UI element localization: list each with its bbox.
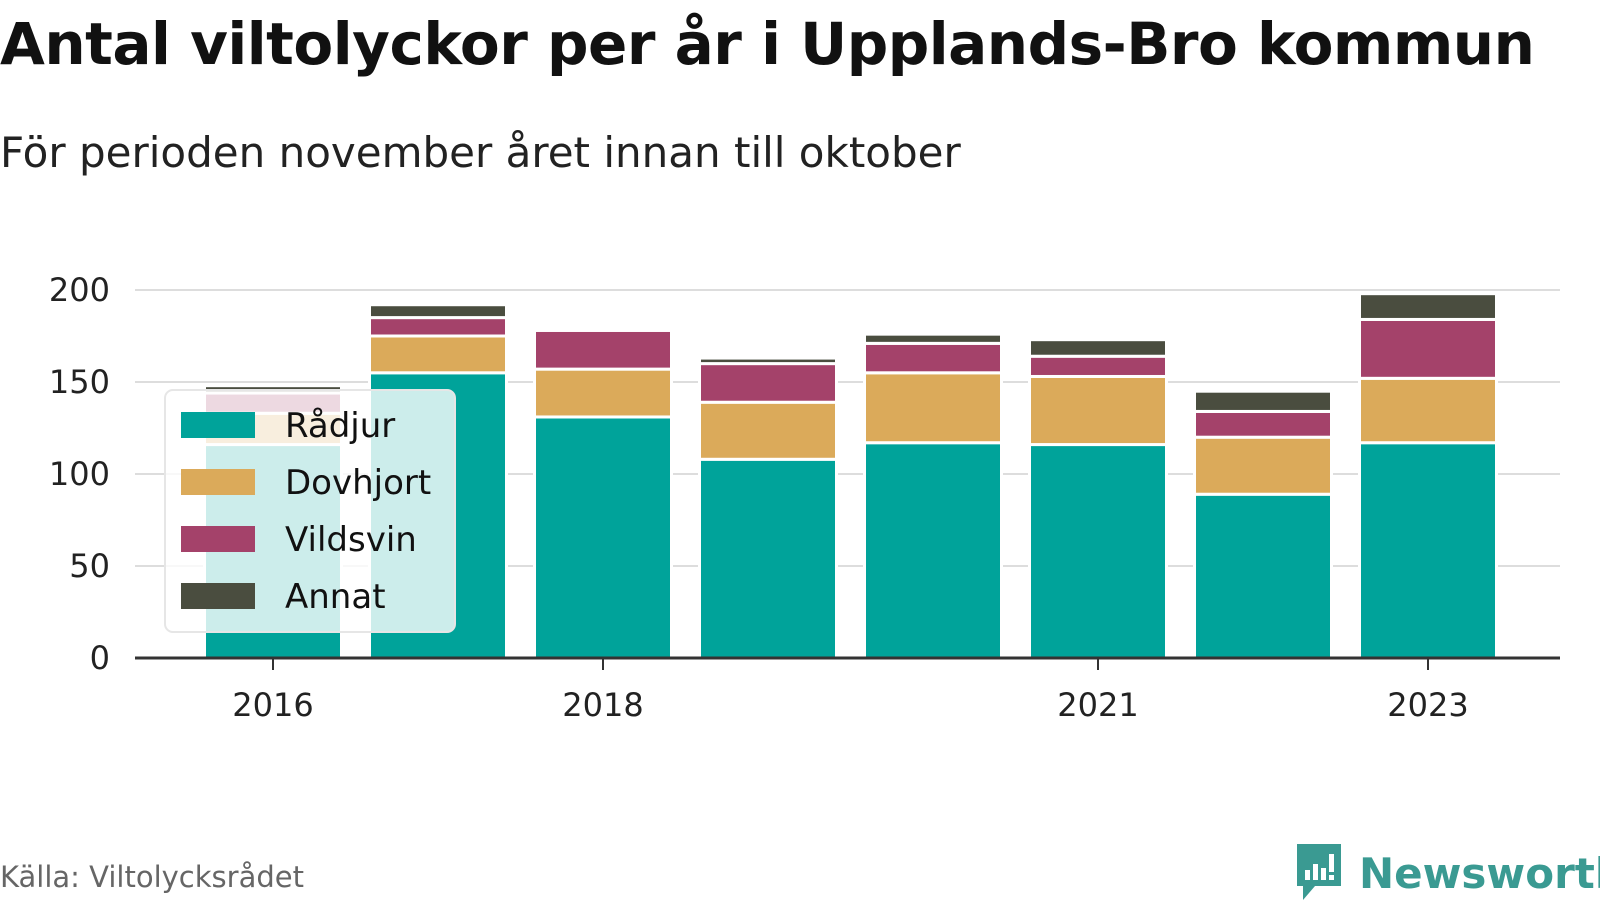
legend-label: Annat [285,577,386,617]
bar-segment [1193,492,1333,660]
bar-segment [1028,354,1168,378]
chart-subtitle: För perioden november året innan till ok… [0,128,961,177]
bar-segment [1358,317,1498,380]
bar-segment [368,316,508,338]
legend-swatch [181,412,255,438]
bar-segment [698,362,838,404]
bar-segment [533,328,673,371]
bar-segment [533,415,673,660]
y-tick-label: 150 [49,363,110,401]
bar-group [1193,389,1333,660]
bar-segment [1358,376,1498,445]
chart-title: Antal viltolyckor per år i Upplands-Bro … [0,10,1535,78]
legend-box [164,389,456,633]
legend-item: Rådjur [181,406,395,446]
bar-segment [863,341,1003,375]
bar-segment [1358,292,1498,321]
legend-label: Vildsvin [285,520,417,560]
bar-segment [1193,435,1333,496]
legend-item: Dovhjort [181,463,431,503]
bar-segment [698,400,838,461]
bar-segment [1028,338,1168,358]
bar-segment [698,457,838,660]
y-tick-label: 0 [90,639,110,677]
x-axis-ticks: 2016 2018 2021 2023 [232,658,1469,724]
bar-segment [863,332,1003,345]
x-tick-label: 2021 [1057,686,1138,724]
bar-segment [863,371,1003,445]
bar-group [698,356,838,660]
bar-segment [1358,441,1498,660]
legend-label: Dovhjort [285,463,431,503]
bar-segment [368,303,508,320]
bar-group [1358,292,1498,660]
y-tick-label: 100 [49,455,110,493]
bar-segment [1028,374,1168,447]
bar-segment [368,334,508,375]
bar-segment [863,441,1003,660]
stacked-bar-chart: 0 50 100 150 200 2016 2018 2021 2023 Rådjur Dovh… [49,271,1560,724]
bar-group [863,332,1003,660]
brand-name: Newsworthy [1359,848,1600,898]
brand-logo: Newsworthy [1293,842,1600,904]
newsworthy-logo-icon [1297,844,1341,900]
legend-swatch [181,526,255,552]
bar-group [533,328,673,660]
bar-segment [533,367,673,419]
bar-group [1028,338,1168,660]
x-tick-label: 2018 [562,686,643,724]
legend-label: Rådjur [285,406,395,446]
legend-item: Annat [181,577,386,617]
bar-segment [1028,443,1168,660]
y-axis-ticks: 0 50 100 150 200 [49,271,110,677]
bar-segment [1193,409,1333,439]
y-tick-label: 50 [69,547,110,585]
bar-segment [698,356,838,366]
bar-segment [1193,389,1333,413]
y-tick-label: 200 [49,271,110,309]
x-tick-label: 2023 [1387,686,1468,724]
legend-swatch [181,469,255,495]
legend-swatch [181,583,255,609]
legend: Rådjur Dovhjort Vildsvin Annat [164,389,456,633]
source-note: Källa: Viltolycksrådet [0,860,304,894]
legend-item: Vildsvin [181,520,417,560]
x-tick-label: 2016 [232,686,313,724]
